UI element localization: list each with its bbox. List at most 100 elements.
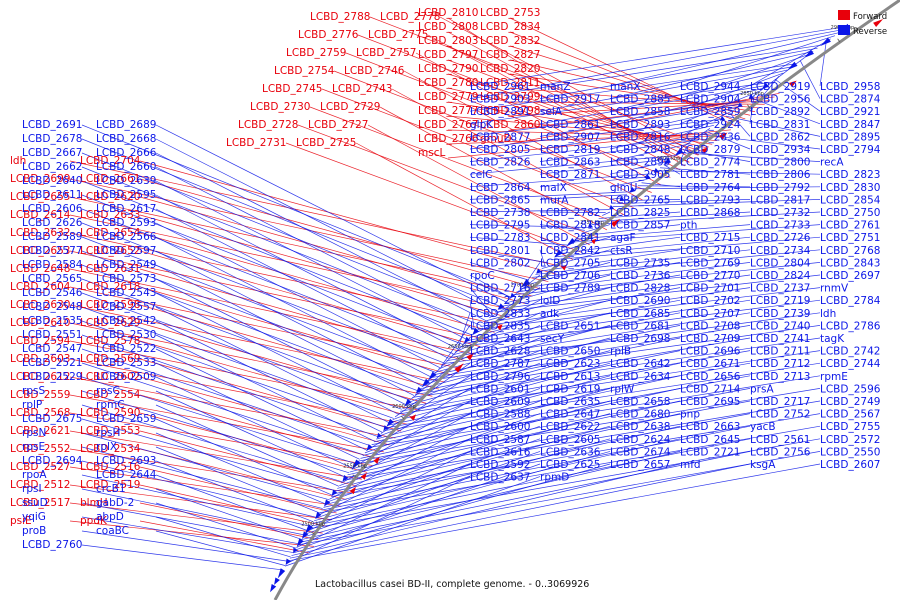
top-gene-label: LCBD_2779: [418, 91, 478, 103]
right-gene-label: LCBD_2841: [540, 232, 600, 244]
reverse-gene-arrow: [285, 558, 292, 566]
reverse-gene-arrow: [274, 577, 280, 585]
right-gene-label-leader: [616, 199, 751, 205]
right-gene-label-leader: [571, 224, 821, 243]
forward-gene-label: LCBD_2648: [10, 263, 70, 275]
forward-gene-label-leader: [297, 124, 599, 238]
right-gene-label: LCBD_2645: [680, 434, 740, 446]
right-gene-label-leader: [591, 211, 821, 225]
reverse-gene-label-leader: [155, 208, 449, 359]
reverse-gene-arrow: [674, 148, 684, 157]
right-gene-label: LCBD_2907: [540, 131, 600, 143]
right-gene-label: LCBD_2681: [610, 320, 670, 332]
forward-gene-label-leader: [333, 70, 652, 193]
reverse-gene-label-leader: [81, 516, 294, 553]
right-gene-label-leader: [435, 325, 611, 373]
forward-gene-label: LCBD_2519: [80, 479, 140, 491]
reverse-gene-arrow: [366, 444, 373, 452]
right-gene-label: LCBD_2671: [680, 358, 740, 370]
right-gene-label-leader: [427, 325, 821, 381]
forward-gene-label: LCBD_2598: [80, 299, 140, 311]
right-gene-label: glmU: [610, 182, 638, 194]
right-gene-label-leader: [397, 350, 821, 415]
kbp-tick-mark: [400, 415, 405, 420]
right-gene-label: LCBD_2824: [750, 270, 811, 282]
reverse-gene-arrow: [421, 378, 430, 388]
right-gene-label-leader: [656, 170, 821, 175]
reverse-gene-label-leader: [81, 334, 379, 438]
kbp-tick-mark: [311, 531, 315, 535]
top-gene-label: LCBD_2797: [418, 49, 478, 61]
right-gene-label: LCBD_2944: [680, 81, 741, 93]
forward-gene-label: LCBD_2728: [238, 119, 298, 131]
right-gene-label-leader: [609, 88, 763, 125]
reverse-gene-label: LCBD_2549: [96, 259, 156, 271]
reverse-gene-label: LCBD_2662: [22, 161, 82, 173]
legend-forward-swatch: [838, 10, 850, 20]
top-gene-label: LCBD_2810: [418, 7, 478, 19]
right-gene-label: LCBD_2647: [540, 409, 600, 421]
right-gene-label-leader: [469, 262, 530, 281]
right-gene-label: LCBD_2895: [820, 131, 880, 143]
right-gene-label: LCBD_2794: [820, 144, 881, 156]
reverse-gene-arrow: [351, 459, 361, 470]
forward-gene-label: LCBD_2746: [344, 65, 405, 77]
right-gene-label-leader: [351, 400, 541, 470]
right-gene-label-leader: [539, 66, 792, 112]
reverse-gene-arrow: [293, 547, 298, 553]
right-gene-label-leader: [535, 249, 751, 275]
forward-gene-label: LCBD_2654: [80, 227, 141, 239]
right-gene-label: LCBD_2705: [540, 257, 600, 269]
forward-gene-label-leader: [139, 502, 319, 541]
reverse-gene-label-leader: [155, 474, 308, 531]
reverse-gene-label: LCBD_2546: [22, 287, 83, 299]
right-gene-label-leader: [303, 451, 611, 538]
top-gene-label: LCBD_2827: [480, 49, 540, 61]
forward-gene-label: LCBD_2614: [10, 209, 71, 221]
right-gene-label-leader: [333, 413, 751, 495]
reverse-gene-label: rplX: [96, 441, 117, 453]
right-gene-label-leader: [380, 375, 471, 434]
right-gene-label-leader: [612, 199, 821, 208]
right-gene-label-leader: [469, 100, 747, 137]
right-gene-label: LCBD_2734: [750, 245, 811, 257]
reverse-gene-label: abpD: [96, 511, 124, 523]
reverse-gene-label: rpsN: [22, 427, 46, 439]
right-gene-label: LCBD_2783: [470, 232, 530, 244]
right-gene-label: LCBD_2642: [610, 358, 670, 370]
right-gene-label: LCBD_2601: [470, 383, 530, 395]
right-gene-label-leader: [539, 236, 565, 249]
right-gene-label-leader: [558, 236, 681, 255]
right-gene-label-leader: [294, 463, 541, 551]
right-gene-label-leader: [440, 325, 471, 367]
right-gene-label: LCBD_2854: [820, 194, 881, 206]
forward-gene-label-leader: [69, 196, 533, 297]
right-gene-label: LCBD_2921: [820, 106, 880, 118]
right-gene-label-leader: [513, 262, 821, 296]
right-gene-label-leader: [394, 362, 471, 418]
right-gene-label-leader: [539, 249, 546, 266]
right-gene-label-leader: [339, 413, 541, 487]
reverse-gene-arrow: [804, 49, 815, 58]
right-gene-label-leader: [609, 50, 814, 99]
right-gene-label: LCBD_2899: [610, 157, 670, 169]
right-gene-label: ksgA: [750, 459, 776, 471]
forward-gene-label: LCBD_2618: [80, 281, 140, 293]
right-gene-label-leader: [749, 94, 755, 124]
reverse-gene-label-leader: [81, 292, 402, 410]
right-gene-label-leader: [452, 312, 611, 356]
right-gene-label: adk: [540, 308, 560, 320]
right-gene-label-leader: [469, 118, 722, 150]
right-gene-label: LCBD_2609: [470, 396, 530, 408]
reverse-gene-arrow: [386, 418, 395, 428]
right-gene-label-leader: [678, 152, 821, 162]
right-gene-label: rpmD: [540, 472, 569, 484]
right-gene-label-leader: [469, 81, 771, 125]
right-gene-label: LCBD_2638: [610, 421, 670, 433]
reverse-gene-label-leader: [155, 404, 340, 487]
right-gene-label: LCBD_2657: [610, 459, 670, 471]
right-gene-label: LCBD_2871: [540, 169, 600, 181]
right-gene-label-leader: [581, 224, 611, 234]
reverse-gene-label-leader: [81, 264, 419, 392]
